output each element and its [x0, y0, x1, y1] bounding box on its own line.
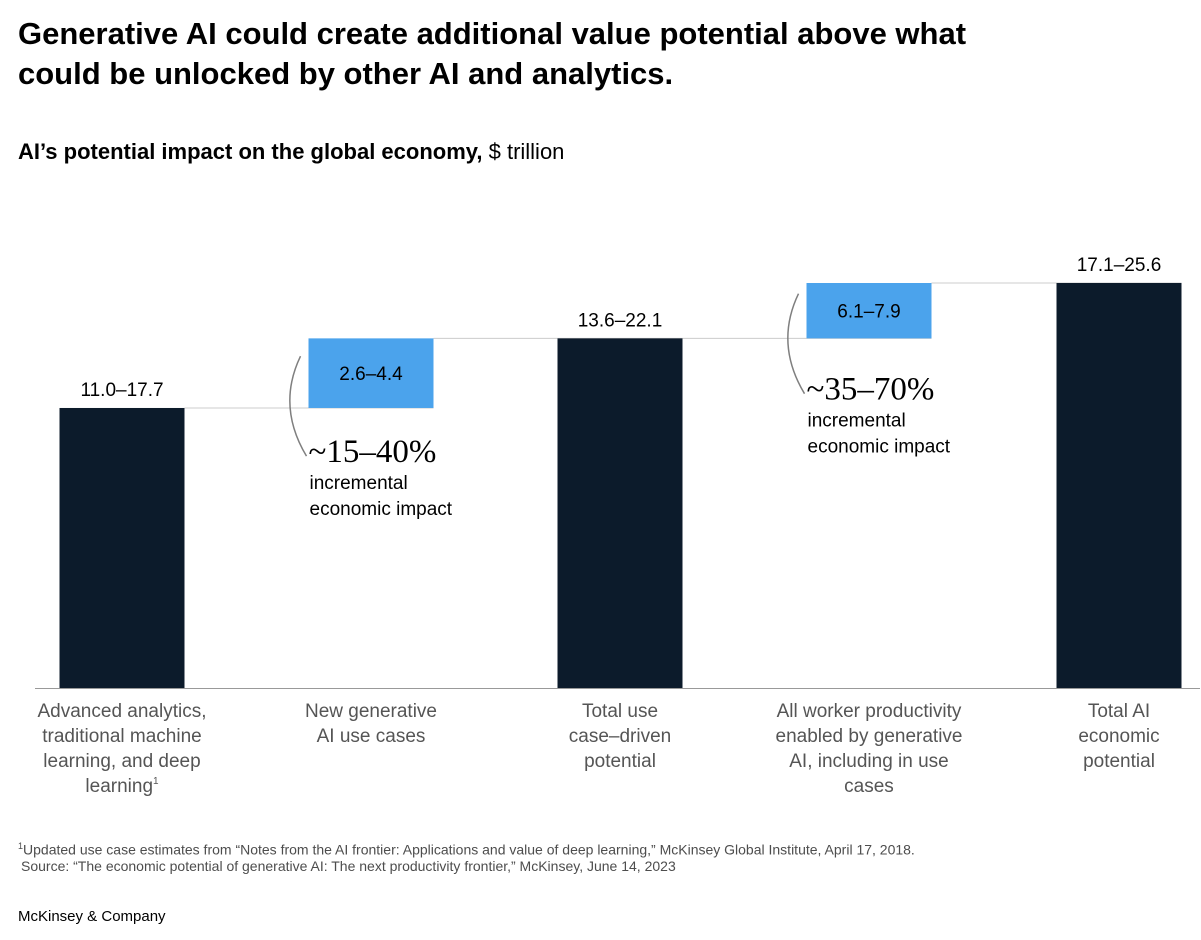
annotation-bracket [787, 293, 806, 395]
category-label: case–driven [569, 726, 671, 747]
value-label: 6.1–7.9 [837, 302, 900, 323]
category-footnote-marker: 1 [153, 776, 159, 787]
subtitle-unit: $ trillion [482, 139, 565, 164]
chart-subtitle: AI’s potential impact on the global econ… [18, 138, 564, 166]
category-label: cases [844, 776, 894, 797]
footnote-text: Updated use case estimates from “Notes f… [23, 841, 915, 858]
total-bar [557, 338, 683, 688]
category-label: AI, including in use [789, 751, 949, 772]
category-label: enabled by generative [776, 726, 963, 747]
value-label: 11.0–17.7 [80, 380, 163, 401]
category-label: learning1 [85, 776, 159, 797]
annotation-text: incremental [310, 473, 408, 494]
annotation-bracket [289, 355, 308, 457]
annotation-text: economic impact [808, 437, 951, 458]
category-label: potential [584, 751, 656, 772]
category-label: potential [1083, 751, 1155, 772]
source-note: Source: “The economic potential of gener… [21, 858, 676, 874]
category-label: Total use [582, 701, 658, 722]
value-label: 2.6–4.4 [339, 364, 403, 385]
annotation-percent: ~15–40% [309, 434, 437, 470]
value-label: 17.1–25.6 [1077, 255, 1162, 276]
category-label: Advanced analytics, [38, 701, 207, 722]
category-label: AI use cases [317, 726, 426, 747]
chart-headline: Generative AI could create additional va… [18, 16, 967, 91]
category-label: New generative [305, 701, 437, 722]
brand-logo-text: McKinsey & Company [18, 908, 166, 925]
subtitle-bold: AI’s potential impact on the global econ… [18, 139, 483, 164]
increment-bar [308, 338, 434, 408]
category-label: learning, and deep [43, 751, 200, 772]
waterfall-chart: 11.0–17.7 2.6–4.4 13.6–22.1 6.1–7.9 17.1–25.… [35, 255, 1200, 797]
category-label: All worker productivity [777, 701, 962, 722]
footnote-marker: 1 [18, 841, 24, 851]
footnote: 1Updated use case estimates from “Notes … [18, 836, 915, 860]
annotation-percent: ~35–70% [807, 372, 935, 408]
annotation-text: economic impact [310, 499, 453, 520]
total-bar [59, 407, 185, 688]
category-label: Total AI [1088, 701, 1150, 722]
increment-bar [806, 283, 932, 339]
category-label: traditional machine [42, 726, 201, 747]
annotation-text: incremental [808, 411, 906, 432]
total-bar [1056, 283, 1182, 688]
value-label: 13.6–22.1 [578, 310, 663, 331]
category-label: economic [1078, 726, 1159, 747]
